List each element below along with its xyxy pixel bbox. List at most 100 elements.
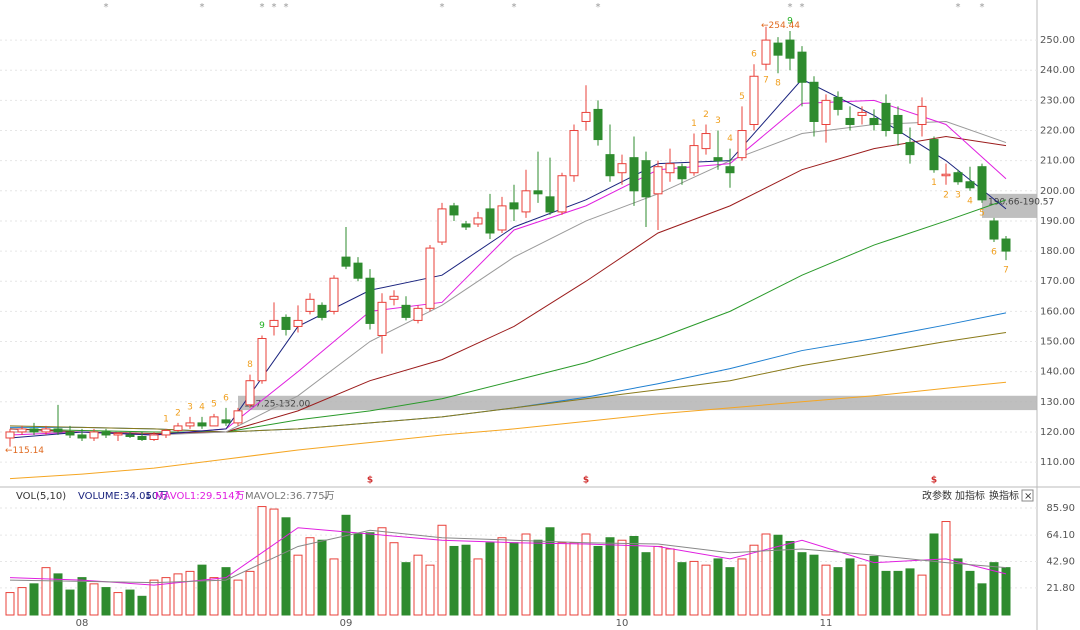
candle-body <box>689 145 699 174</box>
volume-bar <box>521 533 531 616</box>
button[interactable]: 换指标 <box>989 489 1019 502</box>
candle-body <box>569 130 579 177</box>
top-mark: * <box>104 2 109 13</box>
x-tick-label: 10 <box>616 618 629 629</box>
volume-bar <box>1001 567 1011 616</box>
td-label: 4 <box>727 134 733 144</box>
td-label: 4 <box>967 196 973 206</box>
button[interactable]: 改参数 <box>922 489 952 502</box>
td-label: 1 <box>163 414 169 424</box>
mavol1: MAVOL1:29.514万 <box>155 491 245 502</box>
volume-bar <box>221 567 231 616</box>
td-label: 5 <box>211 399 217 409</box>
volume-bar <box>581 533 591 616</box>
td-label: 5 <box>739 92 745 102</box>
candle-body <box>989 220 999 240</box>
volume-bar <box>329 558 339 616</box>
candle-body <box>1001 238 1011 252</box>
td-label: 9 <box>259 321 265 331</box>
td-label: 8 <box>775 79 781 89</box>
volume-bar <box>41 567 51 616</box>
candle-body <box>653 166 663 195</box>
candle-body <box>305 298 315 312</box>
candle-body <box>893 114 903 135</box>
y-tick-label: 190.00 <box>1040 216 1075 227</box>
candle-body <box>941 173 951 177</box>
volume-bar <box>233 579 243 616</box>
top-mark: * <box>440 2 445 13</box>
volume-bar <box>629 535 639 616</box>
y-tick-label: 120.00 <box>1040 427 1075 438</box>
candle-body <box>185 422 195 427</box>
volume-bar <box>281 517 291 616</box>
zone-label: 190.66-190.57 <box>988 197 1054 207</box>
annotation: ←115.14 <box>5 446 44 456</box>
candle-body <box>5 431 15 439</box>
volume-bar <box>449 545 459 616</box>
candle-body <box>77 434 87 439</box>
candle-body <box>449 205 459 216</box>
candle-body <box>221 419 231 424</box>
bottom-mark: $ <box>583 476 589 486</box>
y-tick-label: 170.00 <box>1040 276 1075 287</box>
candle-body <box>485 208 495 234</box>
ma-line <box>9 78 1007 439</box>
candle-body <box>797 51 807 83</box>
close-box[interactable] <box>1021 489 1034 502</box>
top-mark: * <box>596 2 601 13</box>
volume-bar <box>401 562 411 616</box>
volume-header: VOL(5,10) VOLUME:34.050万 ↓ MAVOL1:29.514… <box>16 489 1034 502</box>
candle-body <box>461 223 471 228</box>
td-label: 7 <box>763 76 769 86</box>
volume-bar <box>809 554 819 616</box>
td-label: 3 <box>187 402 193 412</box>
volume-bar <box>509 542 519 616</box>
zone-label: 127.25-132.00 <box>244 399 311 409</box>
y-tick-label: 130.00 <box>1040 397 1075 408</box>
candle-body <box>149 434 159 440</box>
annotation: ←254.44 <box>761 21 800 31</box>
volume-bar <box>173 573 183 616</box>
candle-body <box>65 431 75 436</box>
button[interactable]: 加指标 <box>955 489 985 502</box>
candle-body <box>929 139 939 171</box>
volume-bar <box>893 570 903 616</box>
y-tick-label: 150.00 <box>1040 337 1075 348</box>
volume-bar <box>497 537 507 616</box>
candle-body <box>53 428 63 433</box>
candle-body <box>917 105 927 125</box>
candle-body <box>521 190 531 213</box>
td-label: 1 <box>931 178 937 188</box>
candle-body <box>29 428 39 433</box>
volume-bar <box>413 554 423 616</box>
candle-body <box>317 304 327 318</box>
volume-bar <box>989 562 999 616</box>
volume-bar <box>389 542 399 616</box>
volume-bar <box>65 589 75 616</box>
volume-bar <box>773 534 783 616</box>
volume-bar <box>845 558 855 616</box>
volume-bar <box>701 564 711 616</box>
candle-body <box>581 111 591 122</box>
y-tick-label: 42.90 <box>1046 557 1075 568</box>
candle-body <box>113 432 123 436</box>
top-mark: * <box>956 2 961 13</box>
zone <box>982 193 1037 218</box>
button[interactable]: × <box>1024 491 1032 502</box>
vol-name: VOL(5,10) <box>16 491 66 502</box>
volume-bar <box>617 539 627 616</box>
td-label: 6 <box>991 248 997 258</box>
candle-body <box>161 429 171 436</box>
candle-body <box>809 81 819 122</box>
volume-bar <box>425 564 435 616</box>
volume-bar <box>869 555 879 616</box>
y-tick-label: 210.00 <box>1040 156 1075 167</box>
td-label: 4 <box>199 402 205 412</box>
candle-body <box>533 190 543 195</box>
candle-body <box>329 277 339 312</box>
candle-body <box>905 142 915 156</box>
td-label: 7 <box>1003 266 1009 276</box>
candle-body <box>269 319 279 327</box>
